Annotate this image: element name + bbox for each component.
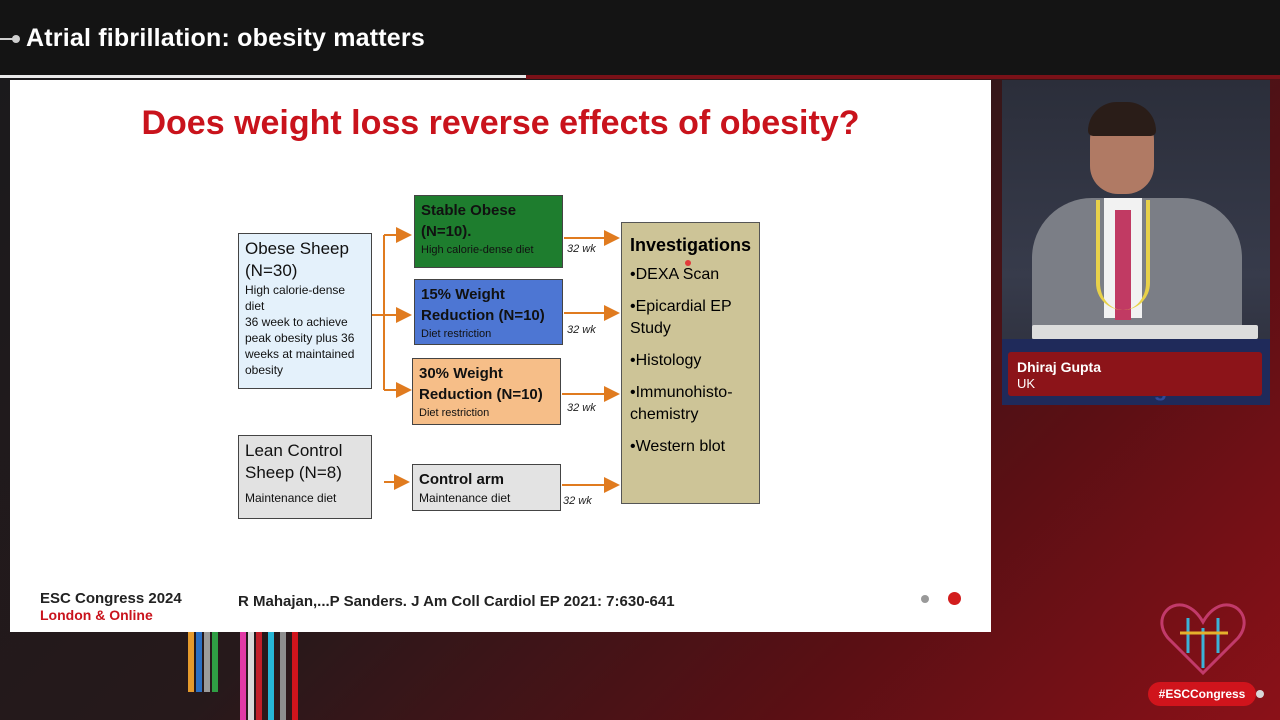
arm-control: Control arm Maintenance diet [412, 464, 561, 511]
flow-arrows [372, 227, 620, 493]
arm-title: 15% Weight Reduction (N=10) [421, 286, 545, 324]
lean-sheep-title: Lean Control Sheep (N=8) [245, 441, 343, 482]
session-title-bar: Atrial fibrillation: obesity matters [0, 0, 1280, 76]
obese-sheep-timeline: 36 week to achieve peak obesity plus 36 … [245, 315, 355, 377]
investigations-box: Investigations •DEXA Scan •Epicardial EP… [621, 222, 760, 504]
arm-15-percent: 15% Weight Reduction (N=10) Diet restric… [414, 279, 563, 345]
lean-sheep-diet: Maintenance diet [245, 491, 337, 505]
lean-sheep-box: Lean Control Sheep (N=8) Maintenance die… [238, 435, 372, 519]
presentation-slide: Does weight loss reverse effects of obes… [10, 80, 991, 632]
citation: R Mahajan,...P Sanders. J Am Coll Cardio… [238, 593, 675, 610]
session-title: Atrial fibrillation: obesity matters [26, 24, 425, 52]
title-bar-dot [12, 35, 20, 43]
duration-label: 32 wk [567, 243, 596, 255]
obese-sheep-title: Obese Sheep (N=30) [245, 239, 349, 280]
arm-title: Control arm [419, 471, 505, 488]
divider-red [526, 75, 1280, 79]
duration-label: 32 wk [563, 495, 592, 507]
investigation-item: •Histology [630, 352, 702, 369]
esc-congress-logo: ESC Congress 2024 London & Online [40, 590, 182, 624]
speaker-lanyard [1096, 200, 1150, 310]
slide-title: Does weight loss reverse effects of obes… [141, 104, 860, 142]
arm-detail: Diet restriction [421, 328, 492, 340]
investigation-item: •Immunohisto-chemistry [630, 384, 733, 423]
arm-detail: High calorie-dense diet [421, 244, 534, 256]
duration-label: 32 wk [567, 402, 596, 414]
title-bar-line [0, 38, 14, 40]
obese-sheep-diet: High calorie-dense diet [245, 283, 346, 313]
decorative-stripes [188, 632, 298, 720]
esc-heart-logo [1160, 603, 1246, 676]
arm-title: 30% Weight Reduction (N=10) [419, 365, 543, 403]
arm-title: Stable Obese (N=10). [421, 202, 517, 240]
arm-30-percent: 30% Weight Reduction (N=10) Diet restric… [412, 358, 561, 425]
arm-stable-obese: Stable Obese (N=10). High calorie-dense … [414, 195, 563, 268]
podium [1032, 325, 1258, 339]
investigation-item: •Western blot [630, 438, 726, 455]
hashtag-badge: #ESCCongress [1148, 682, 1256, 706]
slide-nav-dot-active [948, 592, 961, 605]
congress-city: London & Online [40, 607, 153, 623]
investigation-item: •DEXA Scan [630, 266, 720, 283]
hashtag-dot [1256, 690, 1264, 698]
divider-white [0, 75, 526, 78]
speaker-nameplate: Dhiraj Gupta UK [1008, 352, 1262, 396]
speaker-hair [1088, 102, 1156, 136]
congress-name: ESC Congress 2024 [40, 590, 182, 607]
slide-nav-dot [921, 595, 929, 603]
duration-label: 32 wk [567, 324, 596, 336]
arm-detail: Diet restriction [419, 407, 490, 419]
investigations-title: Investigations [630, 235, 752, 255]
arm-detail: Maintenance diet [419, 491, 511, 505]
laser-pointer-dot [685, 260, 691, 266]
obese-sheep-box: Obese Sheep (N=30) High calorie-dense di… [238, 233, 372, 389]
speaker-country: UK [1017, 376, 1036, 391]
speaker-name: Dhiraj Gupta [1017, 359, 1102, 375]
investigation-item: •Epicardial EP Study [630, 298, 732, 337]
